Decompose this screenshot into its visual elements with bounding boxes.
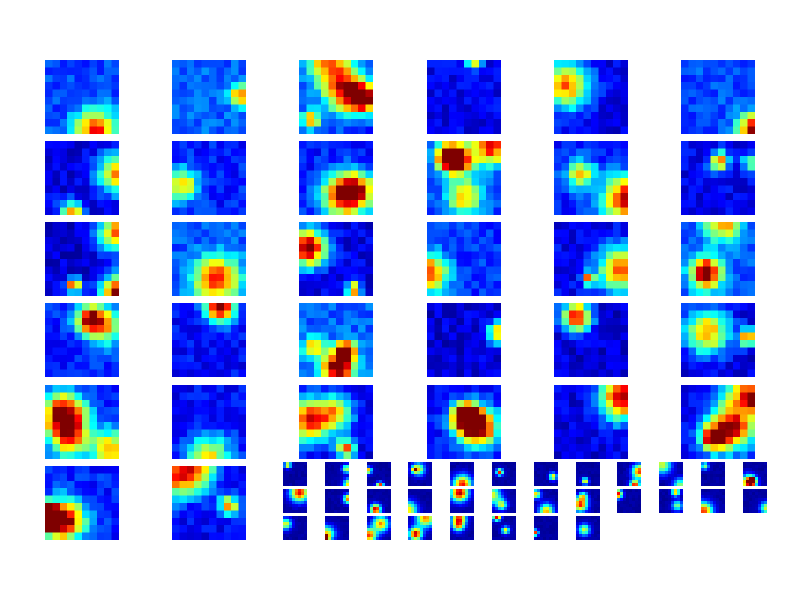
heatmap-tile-large	[172, 303, 246, 377]
heatmap-tile-small	[659, 489, 683, 513]
heatmap-tile-large	[681, 385, 755, 459]
heatmap-tile-small	[450, 462, 474, 486]
heatmap-tile-small	[408, 489, 432, 513]
heatmap-tile-small	[367, 516, 391, 540]
heatmap-tile-large	[172, 385, 246, 459]
heatmap-tile-large	[554, 141, 628, 215]
heatmap-tile-small	[534, 489, 558, 513]
heatmap-tile-large	[45, 60, 119, 134]
heatmap-tile-small	[283, 462, 307, 486]
heatmap-tile-small	[534, 462, 558, 486]
heatmap-tile-small	[325, 462, 349, 486]
heatmap-tile-large	[427, 60, 501, 134]
heatmap-tile-large	[299, 385, 373, 459]
heatmap-tile-small	[492, 516, 516, 540]
heatmap-tile-large	[299, 60, 373, 134]
heatmap-tile-large	[681, 60, 755, 134]
heatmap-tile-small	[576, 489, 600, 513]
heatmap-tile-small	[492, 462, 516, 486]
heatmap-tile-large	[427, 222, 501, 296]
heatmap-tile-small	[701, 462, 725, 486]
heatmap-tile-large	[681, 141, 755, 215]
heatmap-tile-large	[172, 466, 246, 540]
heatmap-tile-small	[492, 489, 516, 513]
heatmap-tile-large	[427, 303, 501, 377]
heatmap-tile-small	[617, 462, 641, 486]
heatmap-tile-small	[367, 462, 391, 486]
heatmap-tile-small	[576, 462, 600, 486]
heatmap-tile-large	[427, 385, 501, 459]
heatmap-tile-small	[743, 462, 767, 486]
heatmap-tile-small	[534, 516, 558, 540]
heatmap-tile-small	[325, 516, 349, 540]
heatmap-tile-small	[408, 462, 432, 486]
heatmap-tile-large	[45, 466, 119, 540]
heatmap-tile-large	[45, 222, 119, 296]
heatmap-tile-small	[283, 489, 307, 513]
heatmap-tile-small	[617, 489, 641, 513]
heatmap-tile-large	[45, 303, 119, 377]
heatmap-tile-small	[701, 489, 725, 513]
heatmap-tile-large	[299, 303, 373, 377]
heatmap-tile-large	[299, 222, 373, 296]
heatmap-tile-large	[554, 60, 628, 134]
heatmap-tile-small	[450, 489, 474, 513]
heatmap-tile-large	[681, 222, 755, 296]
heatmap-tile-small	[283, 516, 307, 540]
heatmap-tile-large	[172, 222, 246, 296]
heatmap-tile-small	[659, 462, 683, 486]
heatmap-tile-large	[172, 60, 246, 134]
heatmap-tile-large	[554, 303, 628, 377]
heatmap-tile-large	[45, 385, 119, 459]
heatmap-tile-large	[427, 141, 501, 215]
heatmap-tile-large	[681, 303, 755, 377]
heatmap-tile-small	[743, 489, 767, 513]
heatmap-tile-small	[408, 516, 432, 540]
heatmap-tile-large	[554, 385, 628, 459]
heatmap-tile-small	[576, 516, 600, 540]
heatmap-tile-large	[45, 141, 119, 215]
heatmap-tile-small	[325, 489, 349, 513]
heatmap-tile-large	[554, 222, 628, 296]
heatmap-tile-large	[299, 141, 373, 215]
heatmap-tile-large	[172, 141, 246, 215]
heatmap-tile-small	[367, 489, 391, 513]
heatmap-tile-small	[450, 516, 474, 540]
